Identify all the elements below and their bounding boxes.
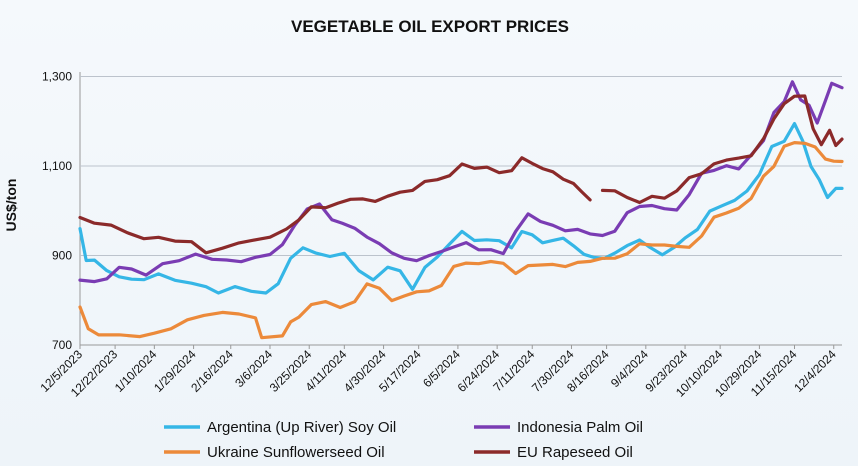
x-tick-label: 12/4/2024: [791, 347, 839, 395]
series-line: [78, 80, 844, 284]
x-tick-labels: 12/5/202312/22/20231/10/20241/29/20242/1…: [37, 345, 839, 400]
series-1: [78, 122, 844, 295]
chart-title: VEGETABLE OIL EXPORT PRICES: [291, 17, 569, 36]
series-2: [78, 80, 844, 284]
legend-item: Ukraine Sunflowerseed Oil: [164, 444, 385, 461]
legend-label: Indonesia Palm Oil: [517, 419, 643, 436]
series-4: [78, 94, 844, 255]
y-axis-label: US$/ton: [3, 179, 19, 232]
legend-label: Ukraine Sunflowerseed Oil: [207, 444, 385, 461]
series-line: [78, 94, 844, 255]
series-3: [78, 141, 844, 340]
series-lines: [78, 80, 844, 340]
legend-label: EU Rapeseed Oil: [517, 444, 633, 461]
legend-item: Indonesia Palm Oil: [474, 419, 643, 436]
y-tick-label: 1,100: [42, 159, 72, 173]
series-line: [78, 141, 844, 340]
y-tick-label: 1,300: [42, 69, 72, 83]
legend: Argentina (Up River) Soy Oil Indonesia Pa…: [164, 419, 643, 461]
y-tick-labels: 700 900 1,100 1,300: [42, 69, 72, 352]
legend-item: Argentina (Up River) Soy Oil: [164, 419, 396, 436]
series-line: [78, 122, 844, 295]
y-tick-label: 900: [52, 248, 72, 262]
legend-label: Argentina (Up River) Soy Oil: [207, 419, 396, 436]
legend-item: EU Rapeseed Oil: [474, 444, 633, 461]
y-tick-label: 700: [52, 338, 72, 352]
